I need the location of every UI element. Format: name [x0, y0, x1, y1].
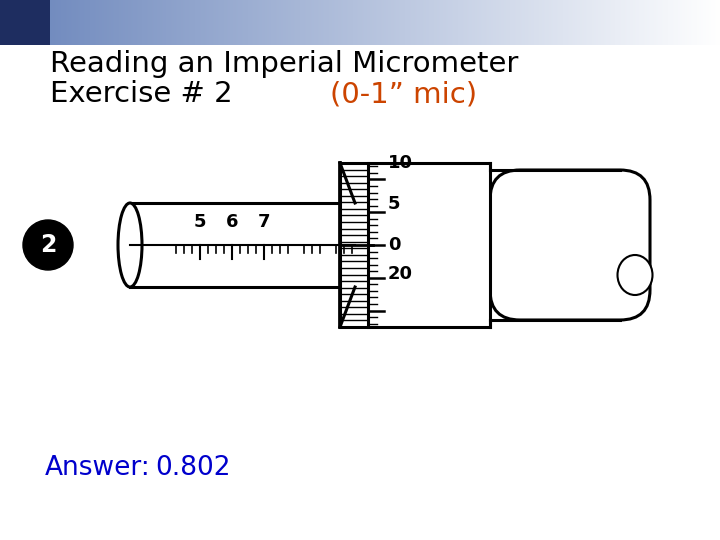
Text: 5: 5 — [388, 195, 400, 213]
Bar — [340, 163, 490, 327]
Text: 6: 6 — [226, 213, 238, 231]
Circle shape — [23, 220, 73, 270]
Text: 0: 0 — [388, 236, 400, 254]
Text: 20: 20 — [388, 265, 413, 283]
Ellipse shape — [618, 255, 652, 295]
Text: 7: 7 — [258, 213, 270, 231]
Text: 2: 2 — [40, 233, 56, 257]
Text: 10: 10 — [388, 154, 413, 172]
Text: Answer:: Answer: — [45, 455, 150, 481]
FancyBboxPatch shape — [490, 170, 650, 320]
Text: 5: 5 — [194, 213, 206, 231]
Text: (0-1” mic): (0-1” mic) — [330, 80, 477, 108]
Text: Exercise # 2: Exercise # 2 — [50, 80, 233, 108]
Bar — [130, 203, 355, 287]
Ellipse shape — [118, 203, 142, 287]
Text: Reading an Imperial Micrometer: Reading an Imperial Micrometer — [50, 50, 518, 78]
Text: 0.802: 0.802 — [155, 455, 230, 481]
